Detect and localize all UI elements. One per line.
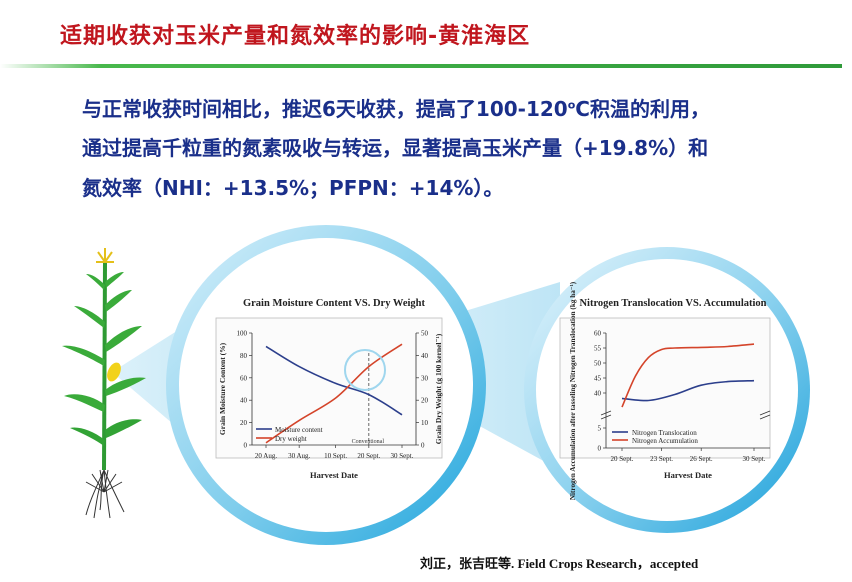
chart2-axis-break-right: [759, 410, 771, 420]
chart2-ytick-label: 45: [594, 375, 602, 383]
chart1-ytick-label: 20: [240, 419, 248, 427]
chart1-ytick-right-label: 50: [421, 330, 429, 338]
summary-line-2: 通过提高千粒重的氮素吸收与转运，显著提高玉米产量（+19.8%）和: [82, 136, 709, 160]
summary-line-1: 与正常收获时间相比，推迟6天收获，提高了100-120oC积温的利用，: [82, 93, 822, 122]
chart1-xtick-label: 30 Sept.: [391, 452, 414, 460]
chart1-ylabel-left: Grain Moisture Content (%): [218, 342, 227, 435]
chart1-title: Grain Moisture Content VS. Dry Weight: [243, 298, 426, 309]
chart1-xtick-label: 30 Aug.: [288, 452, 310, 460]
citation: 刘正，张吉旺等. Field Crops Research，accepted: [420, 556, 699, 571]
chart2-xtick-label: 30 Sept.: [743, 455, 766, 463]
chart1-xtick-label: 20 Aug.: [255, 452, 277, 460]
corn-plant-icon: [62, 248, 146, 519]
summary-line-1-post: C积温的利用，: [575, 97, 710, 121]
chart2-title: Nitrogen Translocation VS. Accumulation: [579, 298, 766, 309]
chart1-ylabel-right: Grain Dry Weight (g 100 kernel⁻¹): [434, 333, 443, 444]
chart1-series-dry-weight-line: [265, 343, 403, 444]
chart1-ytick-label: 0: [244, 442, 248, 450]
chart1-xtick-label: 20 Sept.: [357, 452, 380, 460]
chart2-xtick-label: 26 Sept.: [690, 455, 713, 463]
chart2-ylabel: Nitrogen Accumulation after tasseling Ni…: [569, 281, 577, 500]
summary-line-3: 氮效率（NHI：+13.5%；PFPN：+14%）。: [82, 176, 504, 200]
chart1-series-moisture-line: [265, 345, 403, 416]
chart2-legend-accumulation: Nitrogen Accumulation: [632, 437, 698, 445]
chart1-xlabel: Harvest Date: [310, 470, 358, 480]
chart2-ytick-label: 60: [594, 330, 602, 338]
slide-title: 适期收获对玉米产量和氮效率的影响-黄淮海区: [60, 24, 531, 49]
chart-moisture-vs-dry-weight: Grain Moisture Content VS. Dry Weight 10…: [215, 298, 443, 480]
chart1-legend-dry-weight: Dry weight: [275, 435, 307, 443]
chart2-xtick-label: 20 Sept.: [611, 455, 634, 463]
chart2-axis-break-left: [600, 410, 612, 420]
chart2-panel: [559, 317, 771, 459]
title-underline: [0, 64, 842, 68]
chart1-xtick-label: 10 Sept.: [324, 452, 347, 460]
degree-superscript: o: [567, 98, 576, 112]
chart2-ytick-label: 50: [594, 360, 602, 368]
chart1-ytick-right-label: 20: [421, 397, 429, 405]
chart2-ytick-label: 0: [598, 445, 602, 453]
chart1-ytick-right-label: 40: [421, 352, 429, 360]
chart1-panel: [215, 317, 443, 459]
chart2-xtick-label: 23 Sept.: [650, 455, 673, 463]
chart1-ytick-label: 80: [240, 352, 248, 360]
chart1-legend-moisture: Moisture content: [275, 426, 323, 434]
chart2-series-translocation-line: [621, 379, 755, 402]
chart2-ytick-label: 55: [594, 345, 602, 353]
summary-line-1-pre: 与正常收获时间相比，推迟6天收获，提高了100-120: [82, 97, 568, 121]
chart1-ytick-label: 40: [240, 397, 248, 405]
chart2-legend-translocation: Nitrogen Translocation: [632, 429, 697, 437]
chart1-ytick-label: 60: [240, 374, 248, 382]
chart1-conventional-label: Conventional: [352, 439, 385, 445]
chart-nitrogen-translocation-vs-accumulation: Nitrogen Translocation VS. Accumulation …: [559, 281, 771, 500]
chart1-ytick-right-label: 0: [421, 442, 425, 450]
chart1-highlight-circle: [344, 349, 386, 391]
chart1-ytick-right-label: 30: [421, 374, 429, 382]
chart2-ytick-label: 40: [594, 390, 602, 398]
chart2-series-accumulation-line: [621, 343, 755, 408]
chart2-ytick-label: 5: [598, 425, 602, 433]
chart2-xlabel: Harvest Date: [664, 470, 712, 480]
chart1-ytick-right-label: 10: [421, 419, 429, 427]
chart1-ytick-label: 100: [237, 330, 248, 338]
